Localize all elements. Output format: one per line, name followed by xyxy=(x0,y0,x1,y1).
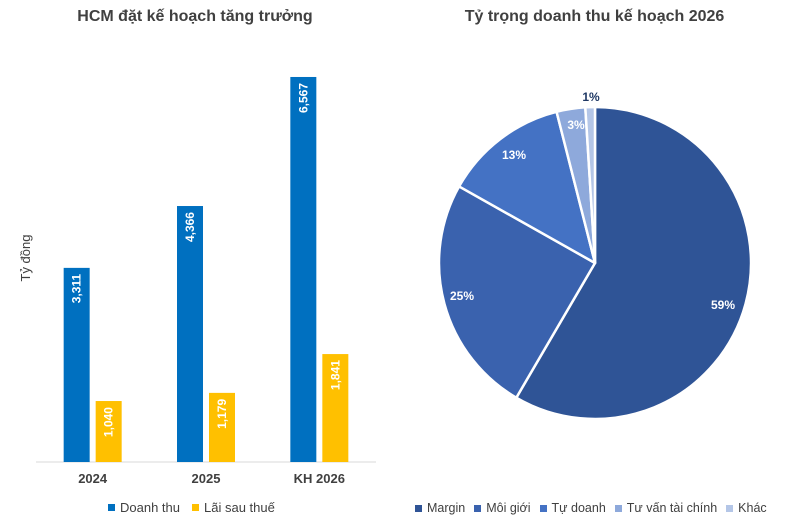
pie-chart-panel: Tỷ trọng doanh thu kế hoạch 2026 59% 25% 1… xyxy=(395,0,794,530)
legend-item-moi-gioi: Môi giới xyxy=(474,501,531,515)
legend-swatch-khac xyxy=(726,504,734,512)
legend-item-doanh-thu: Doanh thu xyxy=(108,500,180,515)
bar-chart-legend: Doanh thu Lãi sau thuế xyxy=(108,500,275,515)
legend-label-doanh-thu: Doanh thu xyxy=(120,500,180,515)
pie-slice-tu-doanh xyxy=(457,110,597,265)
legend-item-lai-sau-thue: Lãi sau thuế xyxy=(192,500,275,515)
data-label-lai-sau-thue-kh-2026: 1,841 xyxy=(328,360,342,390)
x-tick-label-2024: 2024 xyxy=(78,471,108,486)
pie-label-tu-van-tai-chinh: 3% xyxy=(567,118,585,132)
legend-swatch-moi-gioi xyxy=(474,504,482,512)
legend-swatch-tu-van-tai-chinh xyxy=(614,504,622,512)
data-label-lai-sau-thue-2024: 1,040 xyxy=(102,407,116,437)
legend-swatch-margin xyxy=(415,504,422,512)
x-tick-label-kh-2026: KH 2026 xyxy=(294,471,345,486)
legend-item-tu-doanh: Tự doanh xyxy=(539,501,606,515)
legend-swatch-lai-sau-thue xyxy=(192,504,199,511)
pie-label-khac: 1% xyxy=(582,90,600,104)
legend-swatch-tu-doanh xyxy=(539,504,547,512)
bar-chart-plot: Tỷ đồng 3,311 1,040 2024 4,366 1,179 2025 6,567… xyxy=(18,76,376,486)
data-label-doanh-thu-kh-2026: 6,567 xyxy=(296,83,310,113)
bar-lai-sau-thue-kh-2026 xyxy=(322,354,349,462)
bar-chart-title: HCM đặt kế hoạch tăng trưởng xyxy=(77,8,313,25)
x-tick-label-2025: 2025 xyxy=(192,471,221,486)
pie-chart-title: Tỷ trọng doanh thu kế hoạch 2026 xyxy=(464,8,725,25)
data-label-lai-sau-thue-2025: 1,179 xyxy=(215,399,229,429)
bar-doanh-thu-kh-2026 xyxy=(290,76,317,462)
legend-swatch-doanh-thu xyxy=(108,504,115,511)
bar-lai-sau-thue-2024 xyxy=(95,401,122,462)
legend-item-tu-van-tai-chinh: Tư vấn tài chính xyxy=(614,501,718,515)
legend-label-moi-gioi: Môi giới xyxy=(486,501,531,515)
legend-label-lai-sau-thue: Lãi sau thuế xyxy=(204,500,275,515)
pie-label-tu-doanh: 13% xyxy=(502,148,526,162)
legend-label-margin: Margin xyxy=(427,501,466,515)
data-label-doanh-thu-2025: 4,366 xyxy=(183,212,197,242)
legend-item-margin: Margin xyxy=(415,501,465,515)
bar-lai-sau-thue-2025 xyxy=(209,392,235,462)
pie-slice-moi-gioi xyxy=(437,185,597,399)
pie-chart-legend: Margin Môi giới Tự doanh Tư vấn tài chín… xyxy=(415,501,776,515)
pie-slice-khac xyxy=(584,105,597,265)
legend-label-tu-van-tai-chinh: Tư vấn tài chính xyxy=(626,501,718,515)
pie-label-moi-gioi: 25% xyxy=(450,289,474,303)
legend-item-khac: Khác xyxy=(726,501,767,515)
bar-chart-panel: HCM đặt kế hoạch tăng trưởng Tỷ đồng 3,31… xyxy=(0,0,390,530)
y-axis-label: Tỷ đồng xyxy=(18,235,33,282)
bar-doanh-thu-2024 xyxy=(63,267,90,462)
legend-label-khac: Khác xyxy=(738,501,767,515)
pie-slice-margin xyxy=(515,105,753,421)
data-label-doanh-thu-2024: 3,311 xyxy=(70,274,84,304)
legend-label-tu-doanh: Tự doanh xyxy=(551,501,606,515)
bar-doanh-thu-2025 xyxy=(177,206,203,462)
pie-label-margin: 59% xyxy=(711,298,735,312)
pie-chart-plot: 59% 25% 13% 3% 1% xyxy=(437,90,753,421)
